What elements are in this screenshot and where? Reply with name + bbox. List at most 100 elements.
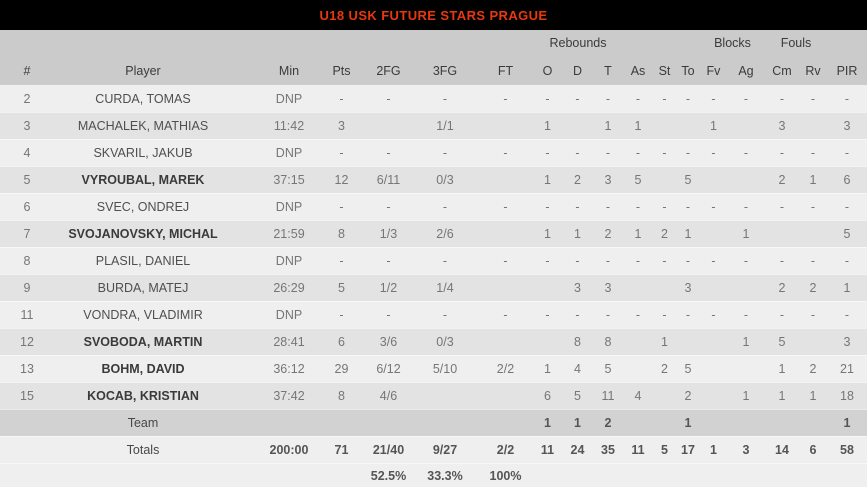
player-row[interactable]: 12 SVOBODA, MARTIN 28:41 6 3/6 0/3 8 8 1 1 5 3	[0, 328, 867, 355]
cell-ag	[727, 275, 765, 301]
cell-ag: -	[743, 200, 749, 214]
cell-pir: 21	[840, 362, 854, 376]
col-header-t: T	[604, 63, 612, 78]
player-row[interactable]: 13 BOHM, DAVID 36:12 29 6/12 5/10 2/2 1 4 5 2 5 1 2 21	[0, 355, 867, 382]
cell-pts: 12	[334, 173, 349, 187]
cell-d: 24	[570, 443, 585, 457]
player-row[interactable]: 4 SKVARIL, JAKUB DNP - - - - - - - - - - - - - - -	[0, 139, 867, 166]
cell-pts: 8	[338, 389, 345, 403]
cell-d: 2	[574, 173, 581, 187]
cell-num: 12	[20, 335, 34, 349]
col-header-fv: Fv	[706, 63, 721, 78]
cell-as	[623, 464, 653, 487]
player-row[interactable]: 15 KOCAB, KRISTIAN 37:42 8 4/6 6 5 11 4 2 1 1 1 18	[0, 382, 867, 409]
cell-to: 2	[684, 389, 692, 403]
cell-num: 9	[23, 281, 31, 295]
player-row[interactable]: 7 SVOJANOVSKY, MICHAL 21:59 8 1/3 2/6 1 1 2 1 2 1 1 5	[0, 220, 867, 247]
cell-fv	[700, 383, 727, 409]
cell-rv: -	[810, 91, 816, 106]
cell-to	[676, 464, 700, 487]
cell-p3: 2/6	[436, 227, 454, 241]
cell-t: 2	[604, 227, 612, 241]
cell-p2: -	[386, 200, 391, 214]
cell-pir: 58	[840, 443, 854, 457]
cell-p2: -	[386, 308, 391, 322]
cell-ft: -	[503, 308, 508, 322]
cell-fv: -	[711, 308, 716, 322]
col-header-p2: 2FG	[376, 63, 401, 78]
cell-to: 3	[684, 281, 692, 295]
cell-pir: 5	[843, 227, 851, 241]
cell-st: 2	[661, 362, 668, 376]
cell-as: -	[635, 200, 641, 214]
cell-t: -	[605, 200, 611, 214]
player-row[interactable]: 2 CURDA, TOMAS DNP - - - - - - - - - - - - - - -	[0, 85, 867, 112]
cell-num: 8	[23, 254, 31, 268]
cell-t: 3	[604, 173, 612, 187]
cell-num: 15	[20, 389, 34, 403]
cell-to: 1	[684, 416, 692, 430]
cell-rv: 2	[809, 281, 817, 295]
cell-p3	[412, 410, 478, 436]
cell-as: 1	[634, 119, 642, 133]
cell-to: -	[685, 146, 691, 160]
cell-t	[593, 464, 623, 487]
cell-p3: 1/4	[436, 281, 454, 295]
cell-st	[653, 410, 676, 436]
cell-fv: -	[711, 91, 716, 106]
col-header-name: Player	[125, 63, 161, 78]
cell-as: 11	[631, 443, 645, 457]
cell-pir: -	[844, 254, 850, 268]
col-header-as: As	[630, 63, 646, 78]
cell-as	[623, 329, 653, 355]
cell-fv	[700, 221, 727, 247]
cell-fv: -	[711, 254, 716, 268]
cell-o: 1	[544, 119, 551, 133]
cell-as: -	[635, 146, 641, 160]
cell-cm: 5	[778, 335, 786, 349]
cell-pir: 1	[843, 281, 851, 295]
cell-pts: -	[339, 254, 344, 268]
cell-st	[653, 383, 676, 409]
cell-as: 5	[634, 173, 642, 187]
cell-p3: -	[442, 146, 448, 160]
cell-t: -	[605, 146, 611, 160]
cell-cm: -	[779, 91, 785, 106]
player-row[interactable]: 8 PLASIL, DANIEL DNP - - - - - - - - - - - - - - -	[0, 247, 867, 274]
cell-num	[0, 437, 54, 463]
cell-o: 6	[544, 389, 551, 403]
cell-rv: 2	[809, 362, 817, 376]
cell-as: 4	[634, 389, 642, 403]
player-row[interactable]: 9 BURDA, MATEJ 26:29 5 1/2 1/4 3 3 3 2 2 1	[0, 274, 867, 301]
cell-d: -	[575, 308, 580, 322]
cell-pir: -	[844, 200, 850, 214]
cell-t: 2	[604, 416, 612, 430]
col-header-ft: FT	[497, 63, 514, 78]
cell-min: 37:15	[273, 173, 305, 187]
cell-ag	[727, 356, 765, 382]
cell-num: 2	[23, 91, 31, 106]
cell-rv: 6	[809, 443, 817, 457]
cell-pts: -	[339, 91, 344, 106]
player-name: SVOJANOVSKY, MICHAL	[68, 227, 218, 241]
player-name: PLASIL, DANIEL	[95, 254, 191, 268]
cell-pts: 29	[334, 362, 349, 376]
cell-p3: -	[442, 254, 448, 268]
player-row[interactable]: 3 MACHALEK, MATHIAS 11:42 3 1/1 1 1 1 1 3 3	[0, 112, 867, 139]
cell-min	[232, 410, 318, 436]
cell-num	[0, 410, 54, 436]
cell-ft	[478, 275, 533, 301]
player-row[interactable]: 5 VYROUBAL, MAREK 37:15 12 6/11 0/3 1 2 3 5 5 2 1 6	[0, 166, 867, 193]
cell-cm: 1	[778, 389, 786, 403]
cell-p2: 1/3	[379, 227, 398, 241]
cell-d: 1	[574, 227, 581, 241]
player-row[interactable]: 6 SVEC, ONDREJ DNP - - - - - - - - - - - - - - -	[0, 193, 867, 220]
cell-ft: -	[503, 254, 508, 268]
player-row[interactable]: 11 VONDRA, VLADIMIR DNP - - - - - - - - - - - - - - -	[0, 301, 867, 328]
player-name: Team	[127, 416, 159, 430]
cell-st: 1	[661, 335, 668, 349]
cell-pir: 3	[843, 119, 851, 133]
player-name: MACHALEK, MATHIAS	[77, 119, 209, 133]
cell-p3: -	[442, 308, 448, 322]
cell-p2: -	[386, 254, 391, 268]
